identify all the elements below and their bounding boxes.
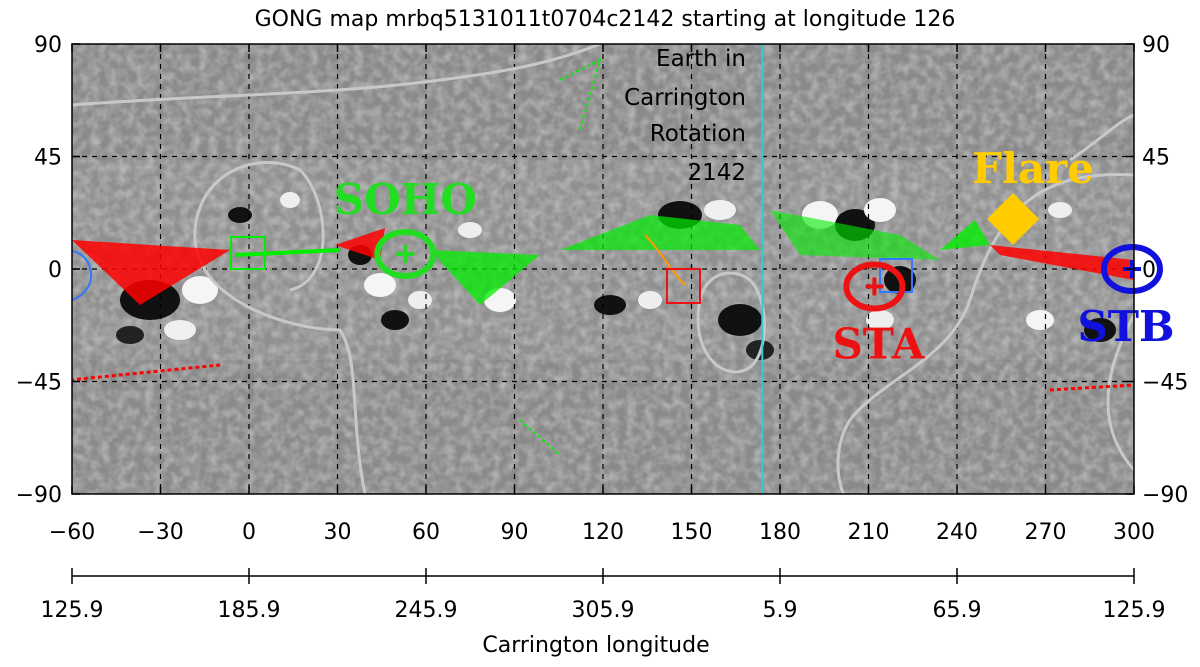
carrington-tick-label: 125.9 (41, 598, 104, 623)
carrington-tick-label: 305.9 (572, 598, 635, 623)
carrington-tick-label: 125.9 (1103, 598, 1166, 623)
y-tick-label-right: −90 (1142, 483, 1188, 508)
y-tick-label-left: 45 (34, 146, 62, 171)
open-field-lines (72, 58, 1134, 456)
chart-title: GONG map mrbq5131011t0704c2142 starting … (255, 7, 956, 32)
axes: −60 −30 0 30 60 90 120 150 180 210 240 270 300 −90 −90… (16, 33, 1189, 623)
y-tick-label-left: 90 (34, 33, 62, 58)
carrington-tick-label: 185.9 (218, 598, 281, 623)
y-tick-label-left: −90 (16, 483, 62, 508)
svg-text:Earth in: Earth in (656, 46, 746, 72)
soho-label: SOHO (334, 175, 477, 224)
flare-diamond-icon (987, 193, 1040, 245)
x-tick-label: 120 (582, 520, 624, 545)
x-tick-label: 240 (936, 520, 978, 545)
x-tick-label: 270 (1025, 520, 1067, 545)
x-tick-label: 60 (412, 520, 440, 545)
x-tick-label: 180 (759, 520, 801, 545)
carrington-tick-label: 65.9 (933, 598, 982, 623)
y-tick-label-left: 0 (48, 258, 62, 283)
x-tick-label: 0 (242, 520, 256, 545)
y-tick-label-right: 90 (1142, 33, 1170, 58)
y-tick-label-left: −45 (16, 371, 62, 396)
svg-text:Rotation: Rotation (650, 121, 746, 147)
x-tick-label: 30 (324, 520, 352, 545)
carrington-tick-label: 5.9 (763, 598, 798, 623)
y-tick-label-right: 0 (1142, 258, 1156, 283)
carrington-tick-label: 245.9 (395, 598, 458, 623)
neutral-lines (72, 44, 1134, 494)
x-tick-label: 150 (671, 520, 713, 545)
earth-label: Earth in Carrington Rotation 2142 (624, 46, 746, 186)
grid-lines (72, 44, 1134, 494)
x-tick-label: 90 (501, 520, 529, 545)
x-tick-label: −30 (137, 520, 183, 545)
y-tick-label-right: 45 (1142, 146, 1170, 171)
svg-text:Carrington: Carrington (624, 85, 746, 111)
green-box-marker (230, 236, 266, 270)
stb-label: STB (1077, 302, 1174, 351)
stb-circle-icon (1101, 244, 1163, 294)
sta-circle-icon (843, 261, 906, 312)
x-tick-label: 300 (1113, 520, 1155, 545)
svg-text:2142: 2142 (687, 160, 746, 186)
red-box-marker (666, 268, 701, 304)
markers: SOHO STA STB Flare (334, 144, 1175, 369)
x-axis-label: Carrington longitude (482, 633, 709, 658)
soho-circle-icon (374, 229, 437, 279)
sta-plus-icon (865, 277, 884, 296)
blue-box-marker (879, 258, 913, 293)
sta-label: STA (832, 320, 925, 369)
flare-label: Flare (972, 144, 1094, 193)
x-tick-label: −60 (49, 520, 95, 545)
y-tick-label-right: −45 (1142, 371, 1188, 396)
blue-arc-marker (71, 250, 93, 301)
x-tick-label: 210 (848, 520, 890, 545)
soho-plus-icon (396, 245, 415, 263)
